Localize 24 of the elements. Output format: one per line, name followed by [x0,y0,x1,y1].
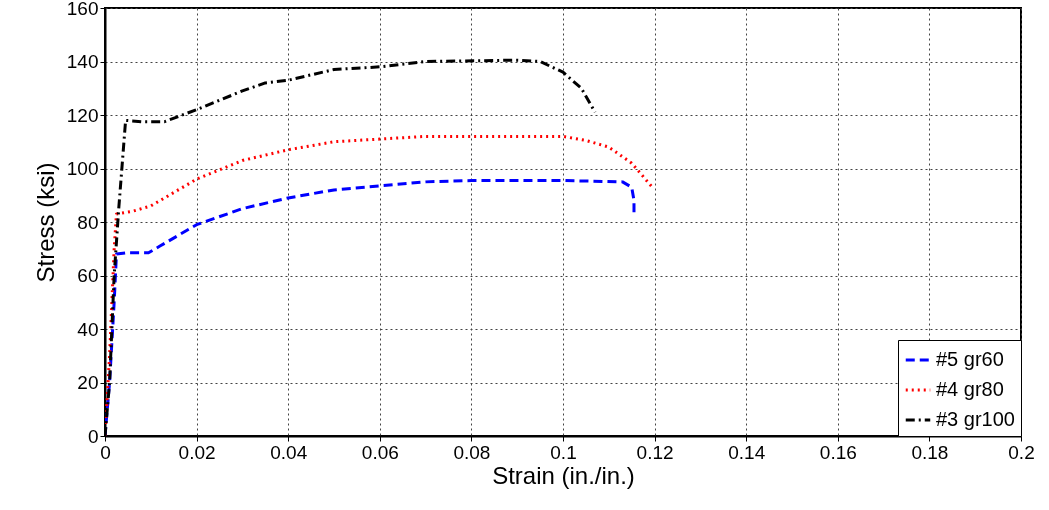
legend-label: #4 gr80 [936,378,1004,400]
y-tick-label: 140 [66,51,99,72]
legend-label: #3 gr100 [936,408,1015,430]
x-tick-label: 0.18 [911,441,949,463]
x-tick-label: 0.04 [270,441,308,463]
y-tick-label: 100 [66,158,99,179]
x-tick-label: 0.06 [361,441,399,463]
x-tick-label: 0.16 [819,441,857,463]
legend-label: #5 gr60 [936,348,1004,370]
x-axis-title: Strain (in./in.) [492,461,635,489]
x-tick-label: 0.12 [636,441,674,463]
y-tick-label: 0 [87,425,99,447]
y-tick-label: 60 [77,265,99,286]
y-tick-label: 20 [77,372,99,393]
y-tick-label: 40 [77,318,99,340]
x-tick-label: 0.02 [178,441,216,463]
y-tick-label: 80 [77,211,99,233]
x-tick-label: 0.08 [453,441,491,463]
x-tick-label: 0.1 [550,441,577,463]
x-tick-label: 0.2 [1008,441,1035,463]
x-tick-label: 0.14 [728,441,766,463]
y-axis-title: Stress (ksi) [31,162,59,283]
y-tick-label: 160 [66,0,99,19]
y-tick-label: 120 [66,104,99,126]
